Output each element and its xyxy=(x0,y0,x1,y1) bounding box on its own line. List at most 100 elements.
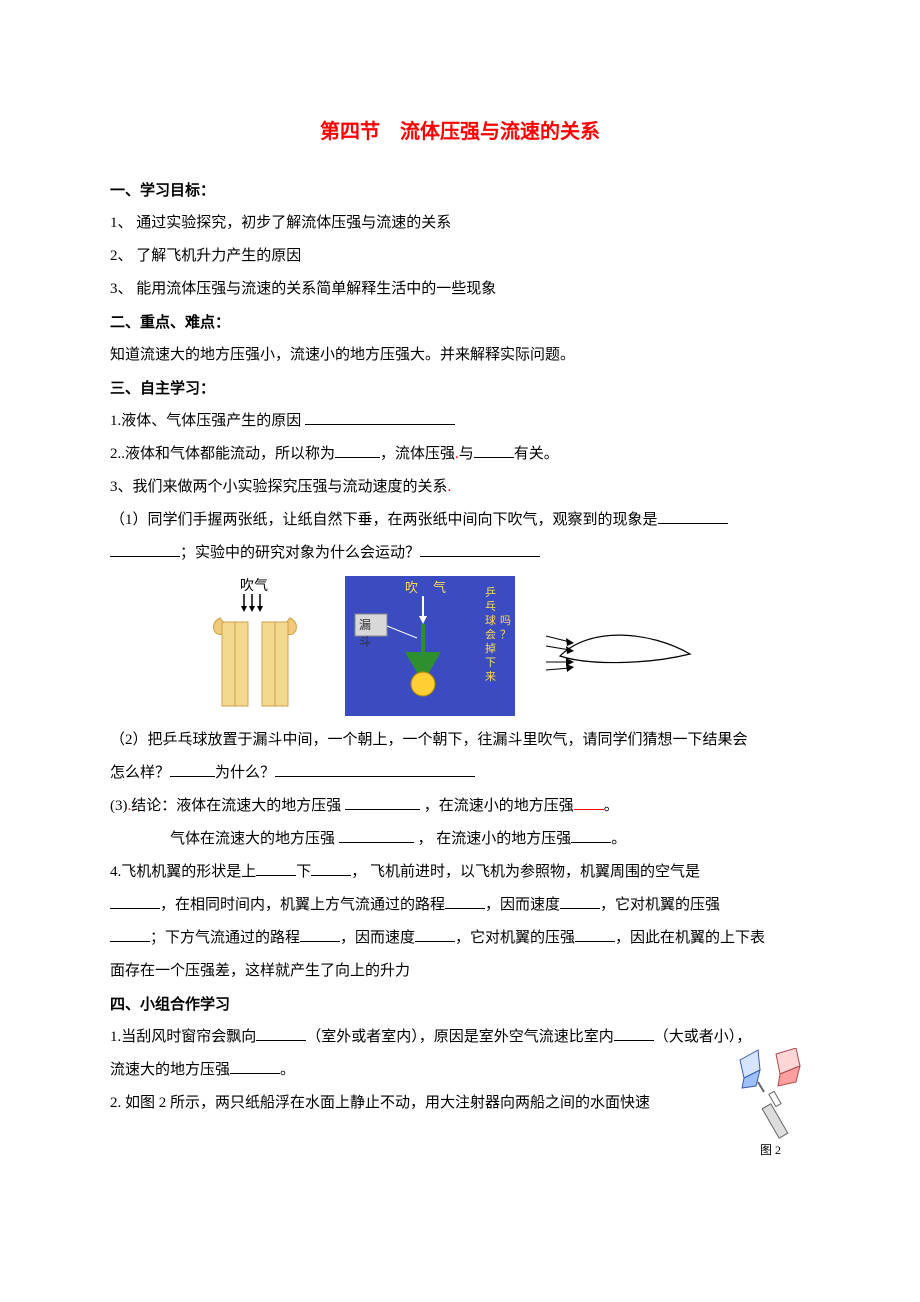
t: 怎么样？ xyxy=(110,765,170,781)
blank xyxy=(230,1058,280,1074)
t: 1.当刮风时窗帘会飘向 xyxy=(110,1029,256,1045)
sec4-head: 四、小组合作学习 xyxy=(110,988,810,1021)
t: 吹 xyxy=(405,580,418,595)
t: (3) xyxy=(110,798,128,814)
figure-2-funnel-ball: 吹 气 漏 斗 乒 乓 球 会 掉 下 xyxy=(345,576,515,716)
t: 2..液体和气体都能流动，所以称为 xyxy=(110,446,335,462)
sec4-q2: 2. 如图 2 所示，两只纸船浮在水面上静止不动，用大注射器向两船之间的水面快速 xyxy=(110,1087,810,1120)
sec4-q1a: 1.当刮风时窗帘会飘向 （室外或者室内），原因是室外空气流速比室内 （大或者小）， xyxy=(110,1021,810,1054)
sec3-q2: 2..液体和气体都能流动，所以称为，流体压强.与有关。 xyxy=(110,438,810,471)
t: 有关。 xyxy=(514,446,559,462)
blank xyxy=(571,827,611,843)
blank xyxy=(256,1025,306,1041)
t: 球 xyxy=(485,613,496,627)
t: 气 xyxy=(433,580,446,595)
t: ，因而速度 xyxy=(340,930,415,946)
t: 会 xyxy=(485,628,496,641)
t: 。 xyxy=(611,831,626,847)
t: 4.飞机机翼的形状是上 xyxy=(110,864,256,880)
sec1-head: 一、学习目标： xyxy=(110,174,810,207)
sec3-q32b: 怎么样？ 为什么？ xyxy=(110,757,810,790)
t: 乒 xyxy=(485,586,496,599)
t: （1）同学们手握两张纸，让纸自然下垂，在两张纸中间向下吹气，观察到的现象是 xyxy=(110,512,658,528)
sec3-q4c: ；下方气流通过的路程 ，因而速度 ，它对机翼的压强 ，因此在机翼的上下表 xyxy=(110,922,810,955)
t: 下 xyxy=(296,864,311,880)
sec1-item1: 1、 通过实验探究，初步了解流体压强与流速的关系 xyxy=(110,207,810,240)
blank xyxy=(614,1025,654,1041)
sec3-q33b: 气体在流速大的地方压强 ， 在流速小的地方压强 。 xyxy=(110,823,810,856)
page-title: 第四节 流体压强与流速的关系 xyxy=(110,110,810,154)
figure-3-airfoil xyxy=(540,606,700,686)
t: ？ xyxy=(500,629,511,641)
blank xyxy=(256,860,296,876)
blank xyxy=(339,827,414,843)
figure-row: 吹气 吹 气 xyxy=(190,576,810,716)
sec3-q31: （1）同学们手握两张纸，让纸自然下垂，在两张纸中间向下吹气，观察到的现象是 xyxy=(110,504,810,537)
t: 与 xyxy=(459,446,474,462)
blank xyxy=(445,893,485,909)
sec3-q1: 1.液体、气体压强产生的原因 xyxy=(110,405,810,438)
blank xyxy=(335,442,380,458)
t: 下 xyxy=(485,657,496,669)
t: 为什么？ xyxy=(215,765,275,781)
sec2-head: 二、重点、难点： xyxy=(110,306,810,339)
t: 吗 xyxy=(500,614,511,627)
t: ，它对机翼的压强 xyxy=(455,930,575,946)
sec3-q1-text: 1.液体、气体压强产生的原因 xyxy=(110,413,305,429)
blank xyxy=(560,893,600,909)
t: 漏 xyxy=(359,618,371,632)
t: 。 xyxy=(604,798,619,814)
blank xyxy=(420,541,540,557)
blank xyxy=(300,926,340,942)
blank xyxy=(305,409,455,425)
sec3-q4a: 4.飞机机翼的形状是上下， 飞机前进时，以飞机为参照物，机翼周围的空气是 xyxy=(110,856,810,889)
sec1-item2: 2、 了解飞机升力产生的原因 xyxy=(110,240,810,273)
blank xyxy=(658,508,728,524)
t: （2）把乒乓球放置于漏斗中间，一个朝上，一个朝下，往漏斗里吹气，请同学们猜想一下… xyxy=(110,732,748,748)
red-dot: . xyxy=(448,479,452,495)
t: 掉 xyxy=(485,641,496,655)
blank xyxy=(110,926,150,942)
t: 斗 xyxy=(359,635,371,649)
sec2-body: 知道流速大的地方压强小，流速小的地方压强大。并来解释实际问题。 xyxy=(110,339,810,372)
sec3-head: 三、自主学习： xyxy=(110,372,810,405)
t: 来 xyxy=(485,670,496,683)
blank xyxy=(275,761,475,777)
sec1-item3: 3、 能用流体压强与流速的关系简单解释生活中的一些现象 xyxy=(110,273,810,306)
t: ， 在流速小的地方压强 xyxy=(414,831,572,847)
sec4-q1b: 流速大的地方压强 。 xyxy=(110,1054,810,1087)
t: ；下方气流通过的路程 xyxy=(150,930,300,946)
t: ，因而速度 xyxy=(485,897,560,913)
blank xyxy=(415,926,455,942)
fig4-caption: 图 2 xyxy=(760,1143,781,1157)
t: ；实验中的研究对象为什么会运动？ xyxy=(180,545,420,561)
t: 。 xyxy=(280,1062,295,1078)
t: ，在流速小的地方压强 xyxy=(420,798,574,814)
blank xyxy=(474,442,514,458)
t: 结论：液体在流速大的地方压强 xyxy=(131,798,345,814)
blank xyxy=(575,926,615,942)
t: （大或者小）， xyxy=(654,1029,752,1045)
blank xyxy=(110,893,160,909)
t: ，它对机翼的压强 xyxy=(600,897,720,913)
figure-4-boats: 图 2 xyxy=(730,1048,810,1171)
fig1-label: 吹气 xyxy=(240,578,268,594)
sec3-q4b: ，在相同时间内，机翼上方气流通过的路程 ，因而速度 ，它对机翼的压强 xyxy=(110,889,810,922)
t: ，在相同时间内，机翼上方气流通过的路程 xyxy=(160,897,445,913)
t: 气体在流速大的地方压强 xyxy=(170,831,339,847)
blank xyxy=(574,794,604,810)
figure-1-blow-paper: 吹气 xyxy=(190,576,320,716)
blank xyxy=(311,860,351,876)
sec3-q33a: (3).结论：液体在流速大的地方压强 ，在流速小的地方压强。 xyxy=(110,790,810,823)
t: ，因此在机翼的上下表 xyxy=(615,930,765,946)
sec3-q32: （2）把乒乓球放置于漏斗中间，一个朝上，一个朝下，往漏斗里吹气，请同学们猜想一下… xyxy=(110,724,810,757)
t: 3、我们来做两个小实验探究压强与流动速度的关系 xyxy=(110,479,448,495)
t: 流速大的地方压强 xyxy=(110,1062,230,1078)
t: ，流体压强 xyxy=(380,446,455,462)
sec3-q4d: 面存在一个压强差，这样就产生了向上的升力 xyxy=(110,955,810,988)
t: （室外或者室内），原因是室外空气流速比室内 xyxy=(306,1029,614,1045)
blank xyxy=(110,541,180,557)
blank xyxy=(345,794,420,810)
sec3-q3: 3、我们来做两个小实验探究压强与流动速度的关系. xyxy=(110,471,810,504)
blank xyxy=(170,761,215,777)
